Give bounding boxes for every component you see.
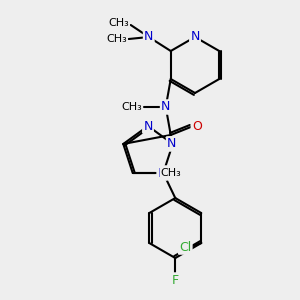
- Text: CH₃: CH₃: [161, 168, 182, 178]
- Text: CH₃: CH₃: [106, 34, 127, 44]
- Text: N: N: [144, 31, 153, 44]
- Text: N: N: [161, 100, 170, 113]
- Text: CH₃: CH₃: [121, 102, 142, 112]
- Text: CH₃: CH₃: [108, 18, 129, 28]
- Text: Cl: Cl: [179, 241, 191, 254]
- Text: N: N: [158, 167, 167, 179]
- Text: O: O: [192, 121, 202, 134]
- Text: N: N: [143, 119, 153, 133]
- Text: N: N: [167, 137, 176, 151]
- Text: N: N: [190, 31, 200, 44]
- Text: F: F: [172, 274, 179, 286]
